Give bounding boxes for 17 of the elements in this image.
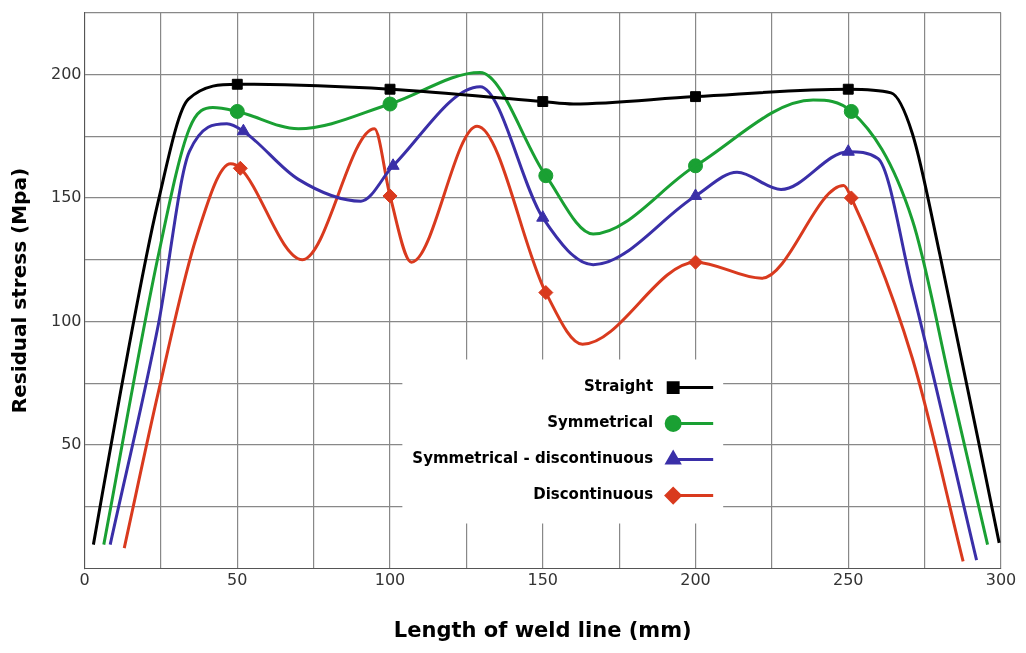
y-axis-title: Residual stress (Mpa): [7, 167, 32, 414]
y-tick-label: 200: [50, 63, 82, 83]
legend-label: Straight: [583, 377, 654, 396]
x-axis-title: Length of weld line (mm): [393, 617, 692, 642]
x-tick-label: 150: [527, 570, 559, 590]
x-tick-label: 250: [832, 570, 864, 590]
y-tick-label: 50: [61, 434, 82, 454]
x-tick-label: 0: [79, 570, 90, 590]
x-tick-label: 300: [985, 570, 1017, 590]
y-tick-label: 100: [50, 310, 82, 330]
legend-label: Symmetrical: [547, 413, 654, 432]
legend-label: Discontinuous: [533, 485, 654, 504]
x-tick-label: 50: [227, 570, 248, 590]
x-tick-label: 100: [374, 570, 406, 590]
y-tick-label: 150: [50, 187, 82, 207]
x-tick-label: 200: [680, 570, 711, 590]
legend-label: Symmetrical - discontinuous: [412, 449, 654, 468]
